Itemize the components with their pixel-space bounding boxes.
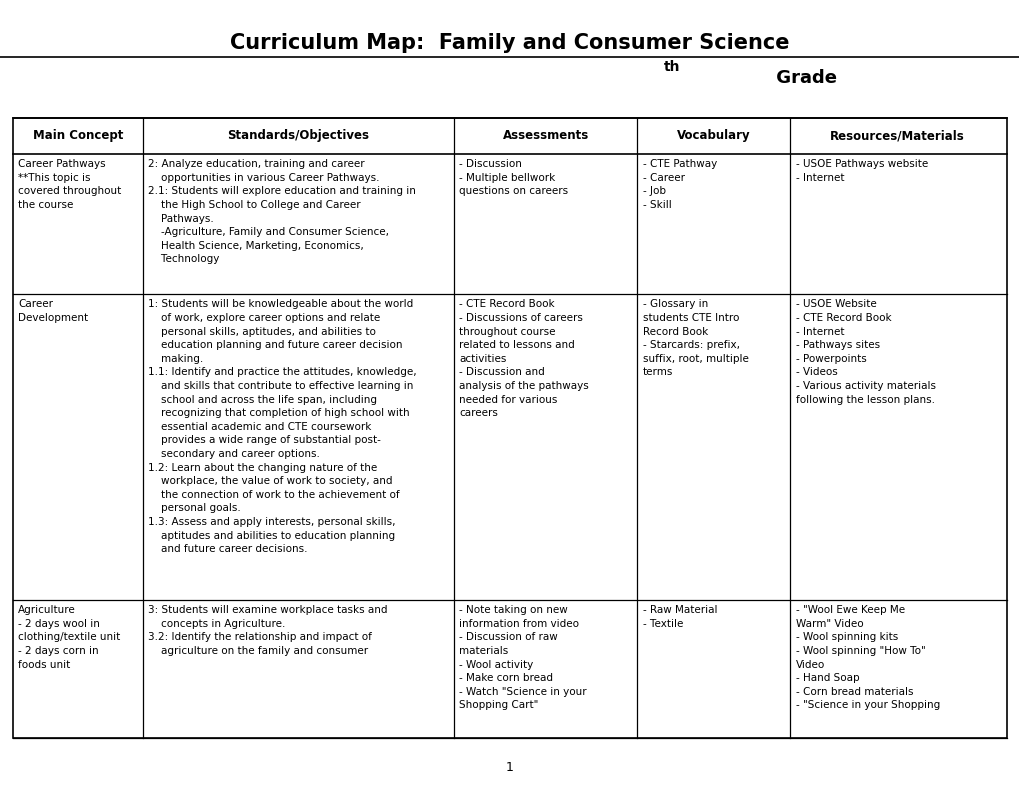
Text: - USOE Website
- CTE Record Book
- Internet
- Pathways sites
- Powerpoints
- Vid: - USOE Website - CTE Record Book - Inter…	[795, 299, 934, 405]
Text: 1: Students will be knowledgeable about the world
    of work, explore career op: 1: Students will be knowledgeable about …	[148, 299, 416, 554]
Text: 1: 1	[505, 761, 514, 774]
Text: 3: Students will examine workplace tasks and
    concepts in Agriculture.
3.2: I: 3: Students will examine workplace tasks…	[148, 605, 387, 656]
Text: Resources/Materials: Resources/Materials	[829, 129, 964, 143]
Text: - Raw Material
- Textile: - Raw Material - Textile	[642, 605, 716, 629]
Text: - CTE Record Book
- Discussions of careers
throughout course
related to lessons : - CTE Record Book - Discussions of caree…	[459, 299, 588, 418]
Text: th: th	[663, 60, 680, 74]
Text: Career Pathways
**This topic is
covered throughout
the course: Career Pathways **This topic is covered …	[18, 159, 121, 210]
Text: - Glossary in
students CTE Intro
Record Book
- Starcards: prefix,
suffix, root, : - Glossary in students CTE Intro Record …	[642, 299, 748, 377]
Text: - "Wool Ewe Keep Me
Warm" Video
- Wool spinning kits
- Wool spinning "How To"
Vi: - "Wool Ewe Keep Me Warm" Video - Wool s…	[795, 605, 938, 711]
Text: - CTE Pathway
- Career
- Job
- Skill: - CTE Pathway - Career - Job - Skill	[642, 159, 716, 210]
Text: Main Concept: Main Concept	[33, 129, 123, 143]
Text: Career
Development: Career Development	[18, 299, 89, 323]
Text: Curriculum Map:  Family and Consumer Science: Curriculum Map: Family and Consumer Scie…	[230, 33, 789, 53]
Text: - Note taking on new
information from video
- Discussion of raw
materials
- Wool: - Note taking on new information from vi…	[459, 605, 586, 711]
Text: Vocabulary: Vocabulary	[677, 129, 750, 143]
Text: 2: Analyze education, training and career
    opportunities in various Career Pa: 2: Analyze education, training and caree…	[148, 159, 416, 265]
Text: Agriculture
- 2 days wool in
clothing/textile unit
- 2 days corn in
foods unit: Agriculture - 2 days wool in clothing/te…	[18, 605, 120, 670]
Text: Standards/Objectives: Standards/Objectives	[227, 129, 369, 143]
Bar	[13, 118, 1006, 738]
Text: Grade: Grade	[769, 69, 836, 87]
Text: - USOE Pathways website
- Internet: - USOE Pathways website - Internet	[795, 159, 927, 183]
Text: Assessments: Assessments	[502, 129, 588, 143]
Text: - Discussion
- Multiple bellwork
questions on careers: - Discussion - Multiple bellwork questio…	[459, 159, 568, 196]
